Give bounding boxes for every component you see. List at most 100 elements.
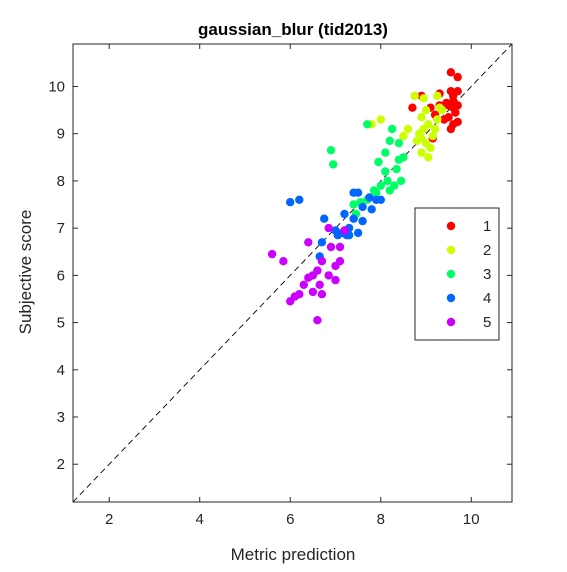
data-point-series-5 [313,316,322,325]
data-point-series-4 [367,205,376,214]
legend: 1 2 3 4 5 [414,207,500,341]
data-point-series-5 [279,257,288,266]
data-point-series-1 [446,124,456,134]
y-tick-label: 10 [48,78,65,95]
plot-frame [72,43,513,503]
data-point-series-5 [326,242,336,252]
data-point-series-5 [308,287,318,297]
legend-marker-5 [446,317,456,327]
data-point-series-4 [286,198,295,207]
legend-label-3: 3 [483,266,491,283]
plot-area: 2 4 6 8 10 2 3 4 5 6 7 8 9 10 [48,43,513,528]
data-point-series-4 [340,209,349,219]
data-point-series-5 [324,223,333,233]
data-point-series-4 [349,214,358,223]
y-tick-label: 3 [57,409,65,426]
legend-marker-1 [446,221,456,231]
data-point-series-2 [421,105,431,115]
data-point-series-5 [324,271,333,280]
data-point-series-1 [446,68,456,77]
data-point-series-4 [320,214,329,223]
data-point-series-4 [353,188,363,197]
data-point-series-5 [286,297,295,306]
series-1 [408,68,462,143]
data-point-series-3 [326,146,336,155]
data-point-series-4 [358,216,367,226]
y-tick-label: 2 [57,456,65,473]
legend-label-4: 4 [483,290,491,307]
data-point-series-1 [453,72,462,82]
data-point-series-5 [331,275,340,285]
data-point-series-4 [331,226,340,235]
data-point-series-3 [390,181,399,190]
y-axis-label: Subjective score [16,210,35,335]
data-point-series-5 [315,280,324,289]
data-point-series-3 [383,176,392,186]
data-point-series-3 [376,181,385,190]
data-point-series-1 [453,117,462,127]
data-point-series-2 [419,94,428,103]
data-point-series-4 [353,228,363,238]
data-point-series-2 [428,131,437,141]
series-4 [286,188,385,261]
reference-identity-line [72,43,513,503]
data-point-series-5 [317,290,327,299]
legend-marker-4 [446,293,456,303]
data-point-series-2 [424,153,433,162]
data-point-series-5 [335,257,345,266]
y-tick-label: 6 [57,267,65,284]
data-point-series-5 [267,249,277,259]
y-tick-label: 8 [57,173,65,190]
y-tick-label: 4 [57,362,65,379]
data-point-series-3 [374,157,383,167]
data-point-series-5 [317,257,327,266]
x-tick-label: 4 [196,511,204,528]
data-point-series-2 [433,115,442,124]
x-tick-label: 6 [286,511,294,528]
data-point-series-2 [435,103,444,112]
data-point-series-2 [417,148,426,157]
data-point-series-3 [349,200,358,209]
x-tick-label: 8 [377,511,385,528]
data-point-series-3 [363,120,372,129]
data-point-series-4 [295,195,304,204]
data-point-series-5 [335,242,345,252]
data-point-series-3 [387,124,397,134]
data-point-series-5 [304,238,313,247]
x-tick-label: 10 [463,511,480,528]
data-point-series-4 [365,193,374,202]
data-point-series-1 [451,108,460,117]
data-point-series-2 [399,131,408,141]
data-point-series-2 [376,115,385,124]
x-axis-label: Metric prediction [231,545,356,564]
data-point-series-4 [317,238,327,247]
data-point-series-3 [381,148,390,157]
data-point-series-3 [399,153,408,162]
y-tick-label: 7 [57,220,65,237]
legend-label-1: 1 [483,218,491,235]
data-point-series-2 [430,124,440,134]
data-point-series-2 [410,91,419,101]
data-point-series-4 [376,195,385,204]
data-point-series-1 [439,115,449,124]
data-point-series-5 [340,226,349,235]
x-tick-label: 2 [105,511,113,528]
y-tick-label: 5 [57,315,65,332]
data-point-series-2 [417,113,426,122]
data-point-series-5 [299,280,308,289]
legend-label-2: 2 [483,242,491,259]
data-point-series-3 [385,136,394,145]
data-point-series-2 [426,143,435,153]
data-point-series-3 [396,176,406,186]
data-point-series-3 [381,167,390,176]
data-point-series-3 [392,164,401,174]
legend-marker-2 [446,245,456,255]
legend-label-5: 5 [483,314,491,331]
chart-title: gaussian_blur (tid2013) [198,20,388,39]
series-5 [267,223,349,325]
legend-box [414,207,500,341]
data-point-series-1 [446,87,456,96]
series-2 [367,91,447,162]
data-point-series-1 [453,87,462,96]
